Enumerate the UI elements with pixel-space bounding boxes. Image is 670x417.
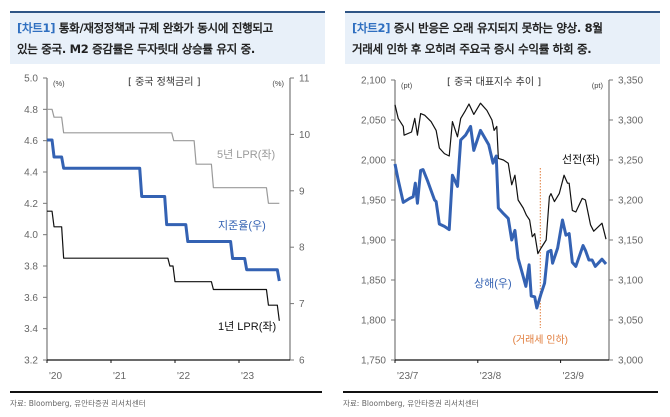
y-tick-label-left: 4.2 [24,199,38,210]
y-tick-label-left: 1,950 [361,196,386,207]
source-note: 자료: Bloomberg, 유안타증권 리서치센터 [10,399,146,408]
y-tick-label-right: 7 [299,299,305,310]
chart-title-line1: 증시 반응은 오래 유지되지 못하는 양상. 8월 [393,21,603,35]
chart-header-2: [차트2] 증시 반응은 오래 유지되지 못하는 양상. 8월 거래세 인하 후… [345,11,660,64]
y-tick-label-left: 4.6 [24,136,38,147]
y-unit-right: (%) [272,79,284,88]
chart-tag: [차트2] [352,21,391,35]
chart-panel-1: [차트1] 통화/재정정책과 규제 완화가 동시에 진행되고 있는 중국. M2… [10,11,325,408]
x-tick-label: '23/7 [397,371,419,382]
y-tick-label-right: 3,050 [618,316,643,327]
y-tick-label-left: 2,000 [361,156,386,167]
y-tick-label-right: 3,350 [618,76,643,87]
chart-title-line1: 통화/재정정책과 규제 완화가 동시에 진행되고 [58,21,273,35]
series-line-3 [47,210,280,321]
y-tick-label-right: 3,200 [618,196,643,207]
divider [343,391,658,393]
y-tick-label-right: 3,150 [618,236,643,247]
y-tick-label-left: 1,750 [361,356,386,367]
y-tick-label-right: 3,250 [618,156,643,167]
y-tick-label-right: 11 [299,74,310,85]
series-line-1 [47,108,280,204]
y-tick-label-left: 3.4 [24,324,38,335]
chart-title: [ 중국 대표지수 추이 ] [447,77,542,88]
y-tick-label-left: 2,050 [361,116,386,127]
y-tick-label-right: 9 [299,186,305,197]
chart-tag: [차트1] [17,21,56,35]
chart-header-1: [차트1] 통화/재정정책과 규제 완화가 동시에 진행되고 있는 중국. M2… [10,11,325,64]
y-tick-label-left: 1,800 [361,316,386,327]
y-tick-label-left: 3.8 [24,262,38,273]
series-line-2 [393,124,608,310]
chart-title-line2: 있는 중국. M2 증감률은 두자릿대 상승률 유지 중. [17,42,255,56]
y-tick-label-left: 1,850 [361,276,386,287]
y-tick-label-right: 3,100 [618,276,643,287]
y-tick-label-right: 3,000 [618,356,643,367]
y-tick-label-left: 4.4 [24,168,38,179]
y-tick-label-right: 6 [299,356,305,367]
y-tick-label-left: 4.8 [24,105,38,116]
x-tick-label: '23 [241,371,254,382]
y-tick-label-right: 8 [299,243,305,254]
y-unit-left: (%) [53,79,65,88]
chart-title: [ 중국 정책금리 ] [128,77,201,88]
y-tick-label-left: 2,100 [361,76,386,87]
series-label: 지준율(우) [218,219,266,232]
divider [10,391,322,393]
y-tick-label-left: 4.0 [24,230,38,241]
x-tick-label: '21 [113,371,126,382]
series-line-1 [394,102,607,255]
event-label: (거래세 인하) [513,333,568,346]
y-tick-label-left: 3.6 [24,293,38,304]
x-tick-label: '22 [177,371,190,382]
series-line-2 [47,138,281,282]
y-unit-left: (pt) [401,81,413,90]
source-note: 자료: Bloomberg, 유안타증권 리서치센터 [343,399,479,408]
series-label: 1년 LPR(좌) [218,320,276,333]
series-label: 상해(우) [474,276,512,290]
y-unit-right: (pt) [592,81,604,90]
y-tick-label-left: 1,900 [361,236,386,247]
series-label: 5년 LPR(좌) [217,148,275,161]
x-tick-label: '23/9 [563,371,585,382]
series-label: 선전(좌) [562,153,600,166]
y-tick-label-left: 3.2 [24,356,38,367]
chart-title-line2: 거래세 인하 후 오히려 주요국 증시 수익률 하회 중. [352,42,592,56]
x-tick-label: '23/8 [480,371,502,382]
chart-panel-2: [차트2] 증시 반응은 오래 유지되지 못하는 양상. 8월 거래세 인하 후… [335,0,670,417]
y-tick-label-right: 3,300 [618,116,643,127]
x-tick-label: '20 [49,371,62,382]
y-tick-label-right: 10 [299,130,311,141]
y-tick-label-left: 5.0 [24,74,38,85]
